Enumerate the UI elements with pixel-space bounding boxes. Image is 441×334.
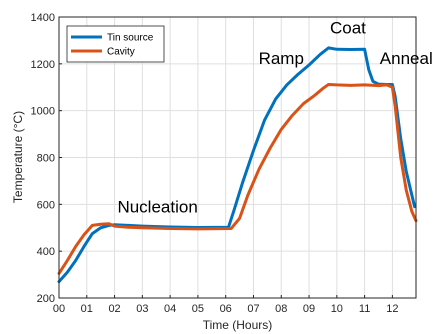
legend-box [66, 25, 165, 63]
y-tick-label: 1200 [31, 59, 55, 71]
y-tick-label: 800 [37, 153, 55, 165]
x-tick-label: 05 [192, 303, 204, 315]
annotation-layer: Nucleation Ramp Coat Anneal [117, 18, 432, 216]
x-tick-label: 08 [275, 303, 287, 315]
x-tick-label: 04 [164, 303, 176, 315]
series-layer [57, 46, 418, 284]
plot-frame [58, 16, 417, 299]
x-tick-label: 07 [247, 303, 259, 315]
y-tick-label: 400 [37, 246, 55, 258]
series-line-cavity [57, 82, 418, 275]
x-tick-label: 10 [331, 303, 343, 315]
x-tick-label: 09 [303, 303, 315, 315]
x-tick-label: 02 [108, 303, 120, 315]
x-tick-label: 03 [136, 303, 148, 315]
series-line-tin-source [57, 46, 417, 284]
annotation-coat: Coat [330, 18, 366, 37]
x-tick-label: 12 [386, 303, 398, 315]
x-tick-label: 01 [81, 303, 93, 315]
y-tick-label: 200 [37, 293, 55, 305]
annotation-ramp: Ramp [259, 49, 304, 68]
legend-label-cavity: Cavity [107, 47, 135, 58]
x-tick-label: 06 [220, 303, 232, 315]
annotation-nucleation: Nucleation [117, 198, 197, 217]
y-tick-label: 1400 [31, 12, 55, 24]
annotation-anneal: Anneal [380, 49, 433, 68]
y-axis-label: Temperature (°C) [11, 111, 25, 203]
x-axis-label: Time (Hours) [203, 318, 273, 332]
x-tick-label: 00 [53, 303, 65, 315]
y-tick-label: 1000 [31, 106, 55, 118]
x-tick-label: 11 [359, 303, 370, 315]
y-tick-label: 600 [37, 199, 55, 211]
legend-label-tin-source: Tin source [107, 33, 154, 44]
legend: Tin source Cavity [66, 25, 165, 63]
